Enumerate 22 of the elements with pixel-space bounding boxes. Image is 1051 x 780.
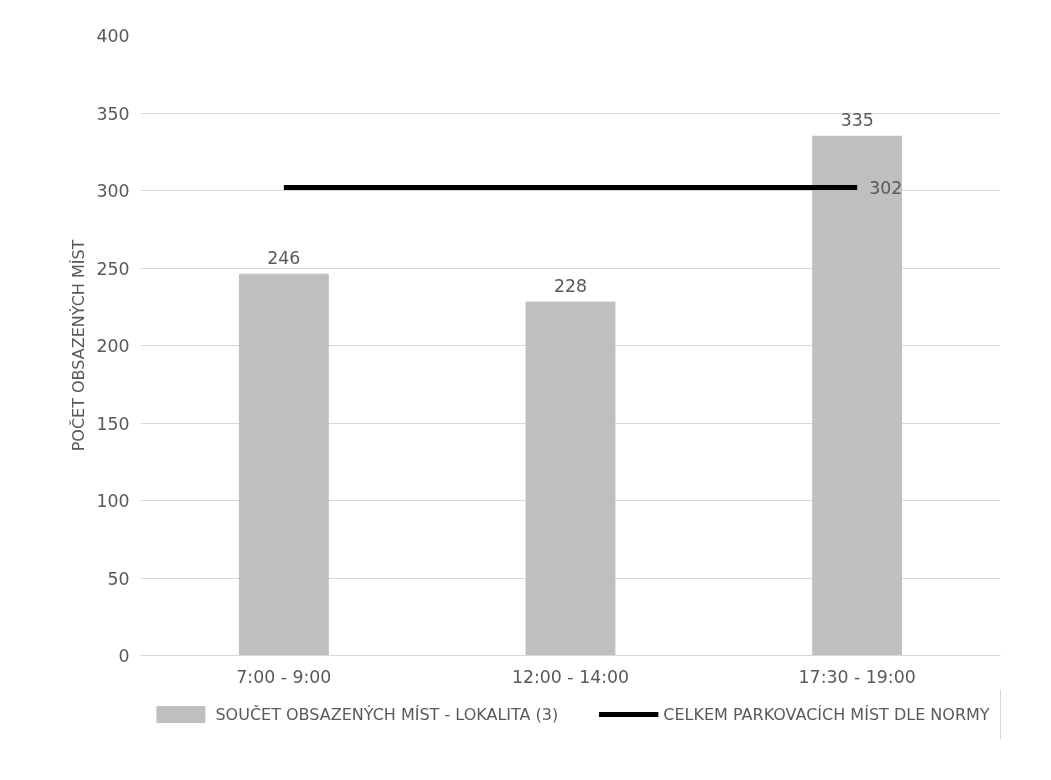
bar [525,301,616,656]
y-tick-label: 200 [96,336,130,356]
data-label: 302 [869,177,903,198]
x-tick-label: 17:30 - 19:00 [798,666,916,687]
y-tick-label: 350 [96,103,130,124]
y-axis-title: POČET OBSAZENÝCH MÍST [69,239,89,452]
y-tick-label: 50 [107,568,130,589]
data-label: 246 [267,248,301,269]
x-tick-label: 12:00 - 14:00 [511,666,630,687]
y-tick-label: 250 [96,258,130,279]
y-tick-label: 400 [96,26,130,46]
data-label: 228 [553,276,588,297]
y-tick-label: 100 [96,491,130,511]
legend-label: CELKEM PARKOVACÍCH MÍST DLE NORMY [663,704,990,724]
legend-label: SOUČET OBSAZENÝCH MÍST - LOKALITA (3) [215,704,559,724]
y-tick-label: 150 [96,413,130,434]
data-label: 335 [840,110,874,131]
bar [238,273,329,656]
y-tick-label: 0 [118,646,130,666]
y-tick-label: 300 [96,181,130,201]
bar [812,135,903,656]
x-tick-label: 7:00 - 9:00 [236,666,332,687]
